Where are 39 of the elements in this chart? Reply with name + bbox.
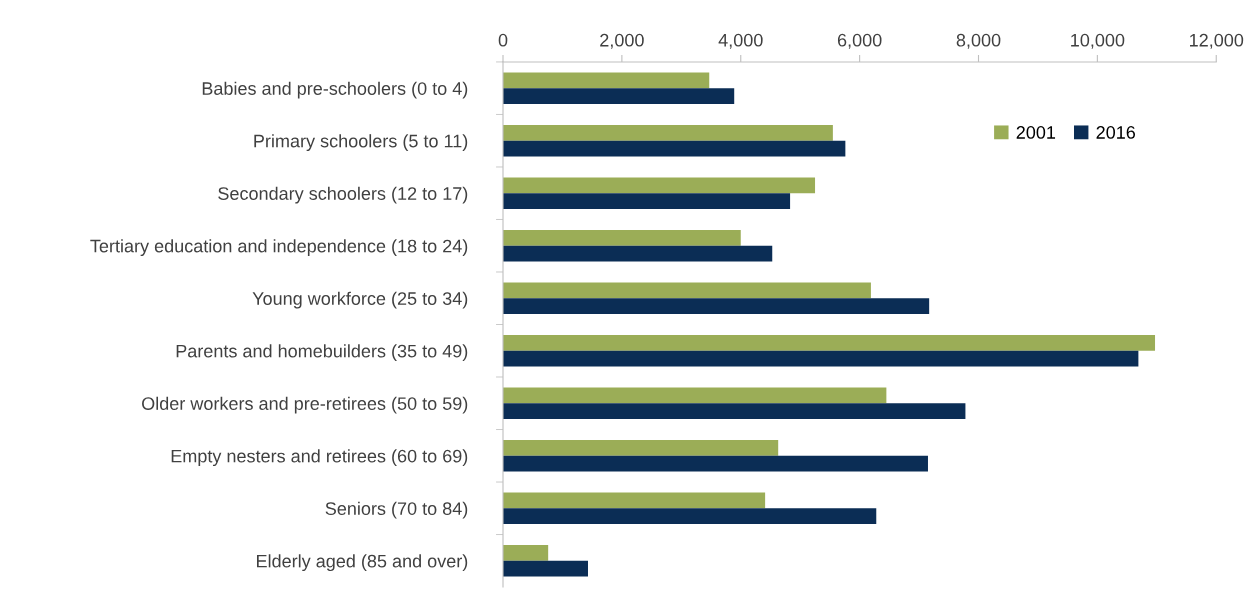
x-tick-label: 8,000 — [956, 33, 1001, 49]
x-tick-label: 0 — [498, 33, 508, 47]
bar — [503, 508, 877, 525]
y-tick-label: Young workforce (25 to 34) — [252, 291, 468, 309]
bar — [503, 88, 735, 104]
x-tick-label: 2,000 — [600, 33, 644, 49]
bar — [503, 560, 588, 577]
y-tick-label: Tertiary education and independence (18 to 24) — [90, 239, 468, 257]
bar — [503, 282, 871, 299]
y-tick-label: Seniors (70 to 84) — [325, 501, 468, 519]
legend-label: 2001 — [1016, 126, 1056, 139]
x-tick-label: 10,000 — [1071, 33, 1125, 49]
y-tick-label: Parents and homebuilders (35 to 49) — [176, 344, 468, 362]
x-tick-label: 6,000 — [837, 33, 882, 49]
y-tick-label: Empty nesters and retirees (60 to 69) — [171, 449, 468, 467]
bar — [503, 387, 887, 404]
y-tick-label: Secondary schoolers (12 to 17) — [218, 186, 468, 204]
bar — [503, 245, 773, 262]
bar — [503, 403, 966, 420]
bar — [503, 193, 791, 209]
legend-label: 2016 — [1096, 126, 1136, 139]
bar — [503, 455, 928, 472]
bar — [503, 177, 816, 194]
bar — [503, 440, 779, 456]
y-tick-label: Older workers and pre-retirees (50 to 59) — [142, 396, 468, 414]
x-tick-label: 4,000 — [718, 33, 763, 49]
bar — [503, 72, 710, 89]
bar — [503, 492, 766, 509]
bar — [503, 124, 833, 141]
bar — [503, 140, 846, 157]
bar — [503, 350, 1139, 367]
bar — [503, 298, 930, 314]
bar — [503, 545, 549, 561]
bar — [503, 335, 1156, 351]
x-tick-label: 12,000 — [1190, 33, 1244, 49]
bar — [503, 229, 741, 246]
y-tick-label: Babies and pre-schoolers (0 to 4) — [202, 81, 468, 99]
y-tick-label: Primary schoolers (5 to 11) — [254, 134, 468, 151]
y-tick-label: Elderly aged (85 and over) — [257, 554, 468, 572]
